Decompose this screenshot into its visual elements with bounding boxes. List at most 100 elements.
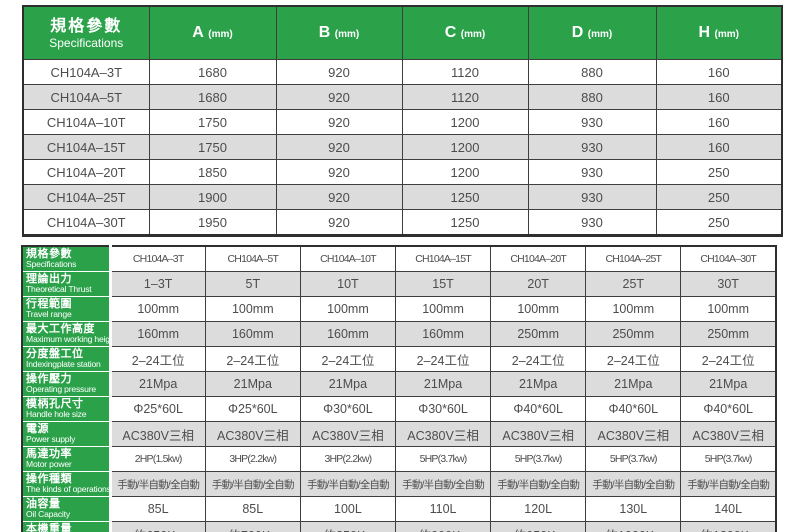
bottom-table-row: 模柄孔尺寸 Handle hole size Φ25*60L Φ25*60L Φ30*6… [22,396,777,422]
model-cell: CH104A–25T [22,184,150,210]
bottom-table-row: 本機重量The weight of the machine約650Kg約700K… [22,521,777,532]
value-cell: 920 [275,159,403,185]
spec-value-cell: 3HP(2.2kw) [299,446,396,472]
spec-value-cell: 100L [299,496,396,522]
value-cell: 1120 [401,59,529,85]
value-cell: 1850 [148,159,277,185]
value-cell: 1950 [148,209,277,236]
bottom-table-row: 分度盤工位 Indexingplate station 2–24工位 2–24工位 2–… [22,346,777,372]
spec-value-cell: CH104A–10T [299,245,396,272]
value-cell: 1200 [401,159,529,185]
top-table-row: CH104A–3T 1680 920 1120 880 160 [22,59,783,85]
spec-value-cell: 25T [585,271,682,297]
row-label-cell: 電源 Power supply [22,421,112,447]
spec-value-cell: 約1200Kg [680,521,777,532]
spec-value-cell: 21Mpa [394,371,492,397]
spec-value-cell: 約650Kg [109,521,206,532]
row-label-cell: 油容量 Oil Capacity [22,496,112,522]
model-cell: CH104A–20T [22,159,150,185]
spec-value-cell: 21Mpa [204,371,301,397]
dim-column-header: D (mm) [527,5,657,60]
top-spec-table: 規格參數 Specifications A (mm) B (mm) C (mm) D (m… [22,5,783,237]
spec-value-cell: AC380V三相 [585,421,682,447]
row-label-en: The kinds of operations [26,484,111,494]
spec-value-cell: 2–24工位 [585,346,682,372]
row-label-en: Indexingplate station [26,359,101,369]
value-cell: 880 [527,84,657,110]
model-cell: CH104A–30T [22,209,150,236]
spec-header-cell: 規格參數 Specifications [22,5,150,60]
spec-value-cell: 手動/半自動/全自動 [680,471,777,497]
bottom-table-row: 操作壓力 Operating pressure 21Mpa 21Mpa 21Mpa 21M… [22,371,777,397]
dim-letter: D [571,24,584,41]
spec-value-cell: 100mm [585,296,682,322]
spec-value-cell: CH104A–25T [585,245,682,272]
value-cell: 920 [275,209,403,236]
row-label-zh: 本機重量 [26,522,72,532]
spec-value-cell: 1–3T [109,271,206,297]
dim-letter: H [698,24,711,41]
model-cell: CH104A–15T [22,134,150,160]
spec-title-en: Specifications [49,35,124,50]
bottom-spec-table: 規格參數 Specifications CH104A–3T CH104A–5T CH10… [21,245,777,532]
spec-value-cell: 2–24工位 [490,346,587,372]
row-label-en: Specifications [26,259,77,269]
spec-value-cell: Φ30*60L [299,396,396,422]
spec-value-cell: 110L [394,496,492,522]
spec-value-cell: 20T [490,271,587,297]
row-label-cell: 最大工作高度 Maximum working height [22,321,112,347]
dimensions-table: 規格參數 Specifications A (mm) B (mm) C (mm) D (m… [22,5,783,237]
spec-value-cell: 2–24工位 [680,346,777,372]
row-label-zh: 操作壓力 [26,372,72,385]
spec-value-cell: 約950Kg [490,521,587,532]
spec-value-cell: Φ40*60L [680,396,777,422]
spec-value-cell: 3HP(2.2kw) [204,446,301,472]
dim-column-header: B (mm) [275,5,403,60]
dim-column-header: C (mm) [401,5,529,60]
value-cell: 250 [655,209,783,236]
row-label-zh: 最大工作高度 [26,322,95,335]
spec-value-cell: 100mm [299,296,396,322]
value-cell: 160 [655,109,783,135]
dim-column-header: H (mm) [655,5,783,60]
spec-value-cell: Φ40*60L [585,396,682,422]
value-cell: 930 [527,109,657,135]
row-label-cell: 操作壓力 Operating pressure [22,371,112,397]
spec-value-cell: 約850Kg [299,521,396,532]
spec-value-cell: 140L [680,496,777,522]
spec-value-cell: 250mm [585,321,682,347]
dim-letter: B [318,24,331,41]
dim-unit: (mm) [334,29,360,40]
model-cell: CH104A–5T [22,84,150,110]
dim-unit: (mm) [587,29,613,40]
spec-value-cell: 手動/半自動/全自動 [585,471,682,497]
top-header-row: 規格參數 Specifications A (mm) B (mm) C (mm) D (m… [22,5,783,60]
spec-value-cell: 2–24工位 [299,346,396,372]
value-cell: 1750 [148,109,277,135]
value-cell: 920 [275,109,403,135]
value-cell: 1900 [148,184,277,210]
spec-value-cell: Φ25*60L [204,396,301,422]
value-cell: 930 [527,209,657,236]
spec-value-cell: 5HP(3.7kw) [394,446,492,472]
top-table-row: CH104A–30T 1950 920 1250 930 250 [22,209,783,236]
spec-value-cell: 手動/半自動/全自動 [394,471,492,497]
row-label-cell: 本機重量The weight of the machine [22,521,112,532]
value-cell: 920 [275,84,403,110]
row-label-zh: 油容量 [26,497,61,510]
spec-value-cell: AC380V三相 [204,421,301,447]
value-cell: 1120 [401,84,529,110]
spec-value-cell: 約900Kg [394,521,492,532]
value-cell: 1250 [401,184,529,210]
spec-value-cell: 21Mpa [299,371,396,397]
row-label-zh: 理論出力 [26,272,72,285]
bottom-table-row: 最大工作高度 Maximum working height 160mm 160mm 16… [22,321,777,347]
bottom-table-row: 電源 Power supply AC380V三相 AC380V三相 AC380V三相 AC… [22,421,777,447]
spec-value-cell: 120L [490,496,587,522]
spec-value-cell: 85L [109,496,206,522]
spec-value-cell: AC380V三相 [680,421,777,447]
value-cell: 1250 [401,209,529,236]
spec-value-cell: 21Mpa [490,371,587,397]
value-cell: 250 [655,159,783,185]
dim-column-header: A (mm) [148,5,277,60]
